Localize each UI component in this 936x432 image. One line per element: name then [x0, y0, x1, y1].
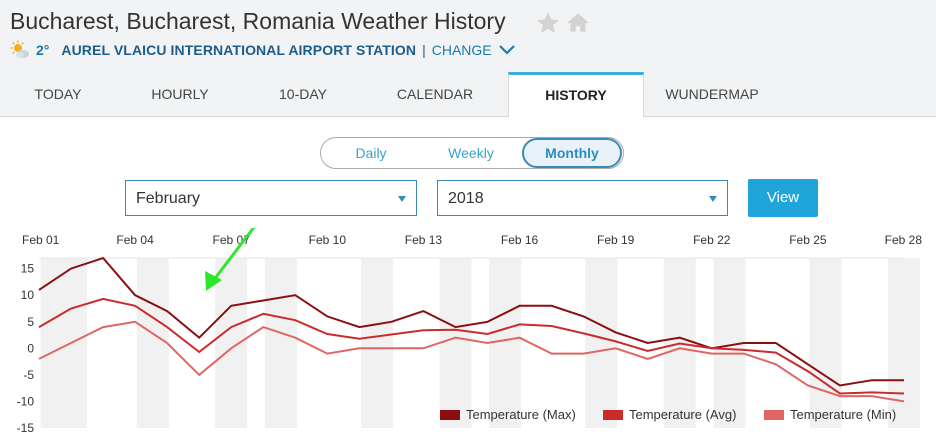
page-header: Bucharest, Bucharest, Romania Weather Hi… — [0, 0, 936, 72]
favorite-star-icon[interactable] — [535, 10, 561, 36]
view-button[interactable]: View — [748, 179, 818, 217]
weekend-band — [40, 258, 73, 428]
page-title: Bucharest, Bucharest, Romania Weather Hi… — [10, 8, 506, 34]
weekend-band — [439, 258, 472, 428]
y-tick-label: 0 — [27, 341, 34, 355]
tab-today[interactable]: TODAY — [34, 86, 82, 102]
weekend-band — [887, 258, 921, 428]
current-temperature: 2° — [36, 42, 50, 58]
legend-swatch — [603, 410, 623, 420]
home-icon[interactable] — [565, 10, 591, 36]
monthly-option[interactable]: Monthly — [522, 138, 622, 168]
y-tick-label: -15 — [17, 421, 35, 432]
weekend-band — [585, 258, 618, 428]
weekend-band — [215, 258, 248, 428]
station-name: AUREL VLAICU INTERNATIONAL AIRPORT STATI… — [61, 42, 417, 58]
chevron-down-icon[interactable] — [498, 43, 516, 57]
x-tick-label: Feb 10 — [309, 233, 347, 247]
series-line — [38, 256, 904, 387]
weekend-band — [809, 258, 842, 428]
year-value: 2018 — [448, 190, 484, 207]
legend-label: Temperature (Avg) — [629, 407, 736, 422]
weekly-option[interactable]: Weekly — [448, 145, 494, 161]
caret-down-icon — [709, 196, 717, 202]
x-tick-label: Feb 16 — [501, 233, 539, 247]
tab-hourly[interactable]: HOURLY — [151, 86, 209, 102]
x-tick-label: Feb 13 — [405, 233, 443, 247]
period-toggle: Daily Weekly Monthly — [320, 137, 624, 169]
x-tick-label: Feb 28 — [885, 233, 923, 247]
legend-swatch — [764, 410, 784, 420]
month-value: February — [136, 190, 201, 207]
tab-wundermap[interactable]: WUNDERMAP — [665, 86, 759, 102]
y-tick-label: 10 — [21, 288, 35, 302]
year-select[interactable]: 2018 — [437, 180, 728, 216]
x-tick-label: Feb 01 — [22, 233, 60, 247]
partly-cloudy-icon — [10, 40, 29, 58]
x-tick-label: Feb 19 — [597, 233, 635, 247]
x-tick-label: Feb 04 — [116, 233, 154, 247]
daily-option[interactable]: Daily — [355, 145, 387, 161]
temperature-chart: Feb 01 Feb 04 Feb 07 Feb 10 Feb 13 Feb 16 Feb … — [17, 228, 923, 432]
x-tick-label: Feb 22 — [693, 233, 731, 247]
tab-calendar[interactable]: CALENDAR — [396, 86, 474, 102]
legend-swatch — [440, 410, 460, 420]
weekend-band — [360, 258, 394, 428]
weekend-band — [136, 258, 169, 428]
y-tick-label: 5 — [27, 315, 34, 329]
tab-history[interactable]: HISTORY — [508, 72, 644, 117]
separator: | — [422, 42, 426, 58]
y-tick-label: -5 — [23, 368, 34, 382]
nav-tabs: TODAY HOURLY 10-DAY CALENDAR HISTORY WUN… — [0, 72, 936, 117]
change-station-link[interactable]: CHANGE — [431, 42, 492, 58]
annotation-arrow — [205, 228, 256, 291]
month-select[interactable]: February — [125, 180, 417, 216]
legend-label: Temperature (Min) — [790, 407, 896, 422]
weekend-band — [264, 258, 297, 428]
caret-down-icon — [398, 196, 406, 202]
weekend-band — [489, 258, 522, 428]
legend-label: Temperature (Max) — [466, 407, 576, 422]
series-line — [38, 320, 905, 403]
tab-10-day[interactable]: 10-DAY — [279, 86, 327, 102]
x-tick-label: Feb 25 — [789, 233, 827, 247]
y-tick-label: 15 — [21, 262, 35, 276]
series-line — [38, 297, 905, 395]
y-tick-label: -10 — [17, 394, 35, 408]
